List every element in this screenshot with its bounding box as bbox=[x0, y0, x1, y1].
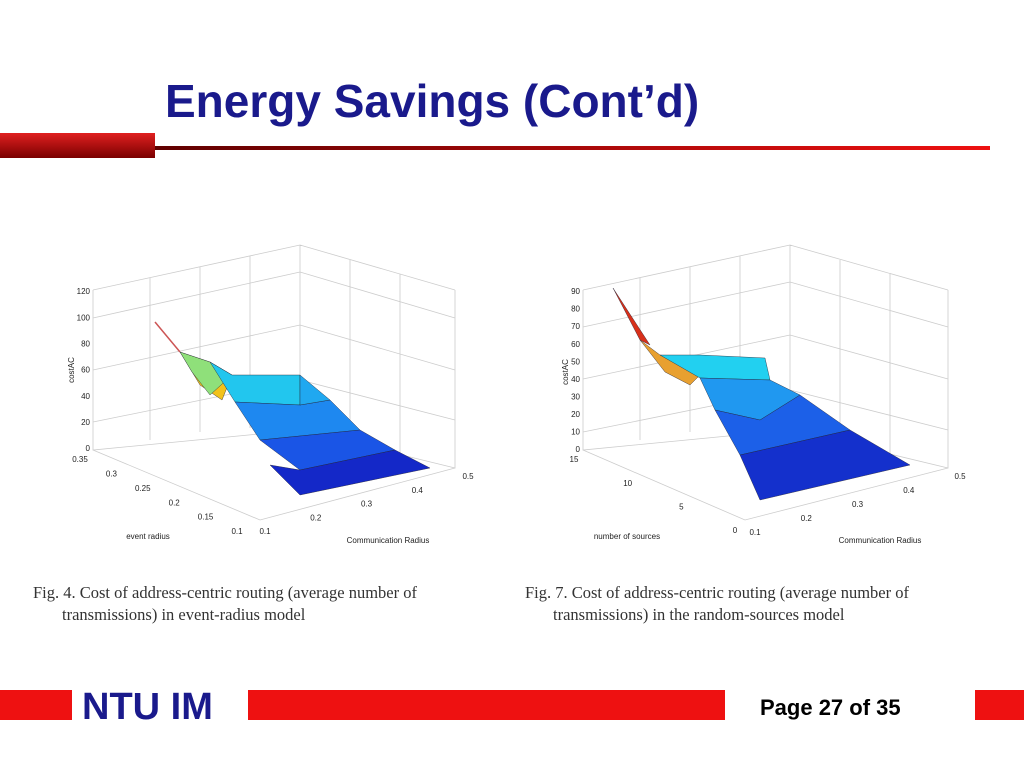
page-number: Page 27 of 35 bbox=[760, 695, 901, 720]
x-tick-label: 0.3 bbox=[361, 500, 373, 509]
z-tick-label: 100 bbox=[77, 313, 91, 322]
z-tick-label: 120 bbox=[77, 287, 91, 296]
y-tick-label: 0 bbox=[733, 526, 738, 535]
x-tick-label: 0.2 bbox=[310, 513, 322, 522]
x-tick-label: 0.5 bbox=[954, 472, 966, 481]
footer-bar bbox=[0, 690, 72, 720]
x-axis-label: Communication Radius bbox=[839, 536, 922, 545]
z-tick-label: 80 bbox=[81, 339, 90, 348]
y-axis-label: number of sources bbox=[594, 532, 660, 541]
footer-bar bbox=[248, 690, 725, 720]
figure-caption: Fig. 7. Cost of address-centric routing … bbox=[525, 583, 909, 602]
y-tick-label: 0.35 bbox=[72, 455, 88, 464]
x-tick-label: 0.1 bbox=[259, 527, 271, 536]
y-tick-label: 15 bbox=[570, 455, 579, 464]
y-tick-label: 0.3 bbox=[106, 470, 118, 479]
x-axis-label: Communication Radius bbox=[347, 536, 430, 545]
y-tick-label: 10 bbox=[623, 479, 632, 488]
plot-1 bbox=[92, 244, 456, 521]
z-tick-label: 20 bbox=[81, 418, 90, 427]
z-tick-label: 0 bbox=[86, 444, 91, 453]
footer-bar bbox=[975, 690, 1024, 720]
x-tick-label: 0.4 bbox=[903, 486, 915, 495]
z-tick-label: 60 bbox=[571, 340, 580, 349]
z-axis-label: costAC bbox=[561, 359, 570, 385]
z-tick-label: 90 bbox=[571, 287, 580, 296]
x-tick-label: 0.4 bbox=[412, 486, 424, 495]
figure-caption: transmissions) in the random-sources mod… bbox=[553, 605, 845, 624]
plot-2 bbox=[582, 244, 949, 521]
x-tick-label: 0.3 bbox=[852, 500, 864, 509]
z-tick-label: 30 bbox=[571, 392, 580, 401]
y-tick-label: 0.1 bbox=[231, 527, 243, 536]
x-tick-label: 0.1 bbox=[749, 528, 761, 537]
x-tick-label: 0.2 bbox=[801, 514, 813, 523]
z-tick-label: 80 bbox=[571, 305, 580, 314]
z-tick-label: 70 bbox=[571, 322, 580, 331]
z-tick-label: 50 bbox=[571, 357, 580, 366]
title-line bbox=[155, 146, 990, 150]
z-tick-label: 20 bbox=[571, 410, 580, 419]
footer-brand: NTU IM bbox=[82, 686, 213, 728]
x-tick-label: 0.5 bbox=[462, 472, 474, 481]
z-tick-label: 10 bbox=[571, 428, 580, 437]
slide-title: Energy Savings (Cont’d) bbox=[165, 75, 699, 127]
y-axis-label: event radius bbox=[126, 532, 170, 541]
z-axis-label: costAC bbox=[67, 357, 76, 383]
z-tick-label: 40 bbox=[571, 375, 580, 384]
y-tick-label: 0.25 bbox=[135, 484, 151, 493]
z-tick-label: 40 bbox=[81, 392, 90, 401]
figure-caption: transmissions) in event-radius model bbox=[62, 605, 306, 624]
z-tick-label: 60 bbox=[81, 366, 90, 375]
y-tick-label: 0.15 bbox=[198, 513, 214, 522]
title-bar bbox=[0, 133, 155, 158]
figure-caption: Fig. 4. Cost of address-centric routing … bbox=[33, 583, 417, 602]
z-tick-label: 0 bbox=[576, 445, 581, 454]
y-tick-label: 5 bbox=[679, 502, 684, 511]
y-tick-label: 0.2 bbox=[169, 498, 181, 507]
